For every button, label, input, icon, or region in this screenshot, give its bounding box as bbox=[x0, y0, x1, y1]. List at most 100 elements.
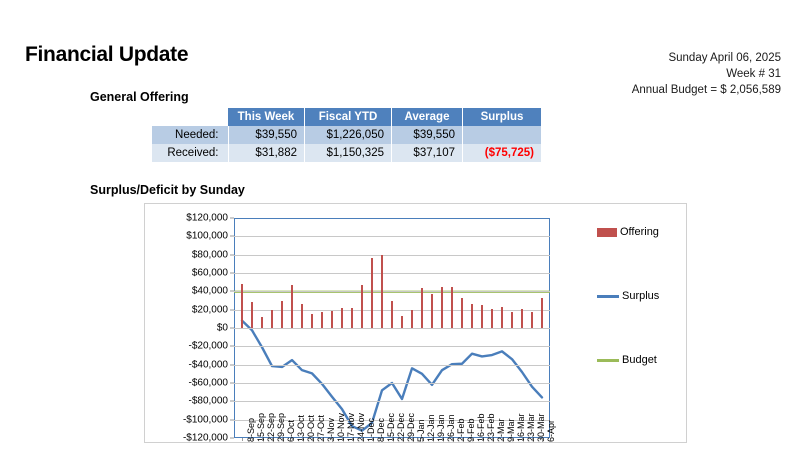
offering-bar bbox=[521, 308, 523, 328]
x-tick-mark bbox=[542, 438, 543, 441]
x-axis-label: 23-Feb bbox=[485, 413, 496, 442]
offering-bar bbox=[311, 313, 313, 328]
table-header-fiscal-ytd: Fiscal YTD bbox=[304, 108, 392, 126]
gridline bbox=[234, 383, 550, 384]
offering-bar bbox=[301, 303, 303, 328]
offering-bar bbox=[291, 284, 293, 328]
x-tick-mark bbox=[382, 438, 383, 441]
offering-bar bbox=[341, 308, 343, 328]
x-axis-label: 29-Sep bbox=[275, 412, 286, 442]
offering-bar bbox=[511, 311, 513, 328]
offering-bar bbox=[451, 286, 453, 328]
y-tick-mark bbox=[230, 364, 234, 366]
x-tick-mark bbox=[272, 438, 273, 441]
y-axis-label: $100,000 bbox=[186, 230, 228, 242]
table-header-surplus: Surplus bbox=[462, 108, 542, 126]
row-label-needed: Needed: bbox=[152, 126, 229, 144]
x-axis-label: 8-Sep bbox=[245, 417, 256, 442]
chart-frame: $120,000 $100,000 $80,000 $60,000 $40,000 $20… bbox=[144, 203, 687, 444]
x-axis-label: 26-Jan bbox=[445, 414, 456, 442]
x-tick-mark bbox=[352, 438, 353, 441]
x-tick-mark bbox=[362, 438, 363, 441]
legend-label: Offering bbox=[620, 226, 659, 238]
gridline bbox=[234, 364, 550, 366]
table-row: Needed: $39,550 $1,226,050 $39,550 bbox=[152, 126, 542, 144]
needed-fiscal-ytd: $1,226,050 bbox=[304, 126, 392, 144]
x-axis-label: 24-Nov bbox=[355, 412, 366, 442]
legend-item-surplus[interactable]: Surplus bbox=[597, 290, 659, 302]
offering-bar bbox=[501, 306, 503, 328]
x-axis-label: 29-Dec bbox=[405, 412, 416, 442]
y-axis-label: $60,000 bbox=[191, 267, 228, 279]
offering-bar bbox=[431, 293, 433, 328]
x-tick-mark bbox=[242, 438, 243, 441]
x-axis-label: 13-Oct bbox=[295, 414, 306, 442]
x-tick-mark bbox=[302, 438, 303, 441]
x-axis-label: 12-Jan bbox=[425, 414, 436, 442]
offering-bar bbox=[251, 302, 253, 328]
x-tick-mark bbox=[452, 438, 453, 441]
gridline bbox=[234, 291, 550, 293]
x-tick-mark bbox=[492, 438, 493, 441]
x-axis-label: 9-Mar bbox=[505, 418, 516, 442]
offering-bar bbox=[491, 309, 493, 328]
plot-wrap: $120,000 $100,000 $80,000 $60,000 $40,000 $20… bbox=[183, 213, 556, 444]
report-date: Sunday April 06, 2025 bbox=[668, 52, 781, 64]
y-tick-mark bbox=[230, 400, 234, 402]
offering-bar bbox=[391, 300, 393, 328]
legend-item-budget[interactable]: Budget bbox=[597, 354, 657, 366]
offering-bar bbox=[261, 317, 263, 328]
legend-swatch-icon bbox=[597, 294, 619, 298]
x-tick-mark bbox=[472, 438, 473, 441]
x-tick-mark bbox=[322, 438, 323, 441]
x-tick-mark bbox=[482, 438, 483, 441]
offering-bar bbox=[461, 297, 463, 328]
offering-bar bbox=[271, 310, 273, 328]
y-tick-mark bbox=[230, 419, 234, 421]
header-meta: Sunday April 06, 2025 Week # 31 Annual B… bbox=[632, 50, 781, 98]
offering-bar bbox=[381, 254, 383, 328]
gridline bbox=[234, 328, 550, 329]
annual-budget: Annual Budget = $ 2,056,589 bbox=[631, 84, 781, 96]
x-axis-label: 30-Mar bbox=[535, 413, 546, 442]
offering-bar bbox=[361, 285, 363, 328]
y-axis-label: $120,000 bbox=[186, 212, 228, 224]
y-axis-label: -$20,000 bbox=[188, 340, 228, 352]
x-tick-mark bbox=[462, 438, 463, 441]
legend-label: Budget bbox=[622, 354, 657, 366]
gridline bbox=[234, 419, 550, 421]
legend-item-offering[interactable]: Offering bbox=[597, 226, 659, 238]
received-average: $37,107 bbox=[391, 144, 463, 162]
x-axis-label: 27-Oct bbox=[315, 414, 326, 442]
y-tick-mark bbox=[230, 272, 234, 274]
table-row: Received: $31,882 $1,150,325 $37,107 ($7… bbox=[152, 144, 542, 162]
x-axis-label: 2-Mar bbox=[495, 418, 506, 442]
y-axis-label: $0 bbox=[216, 322, 228, 334]
x-tick-mark bbox=[342, 438, 343, 441]
needed-surplus bbox=[462, 126, 542, 144]
y-axis-label: $40,000 bbox=[191, 285, 228, 297]
x-tick-mark bbox=[282, 438, 283, 441]
legend-swatch-icon bbox=[597, 227, 617, 237]
x-axis-label: 6-Oct bbox=[285, 419, 296, 442]
general-offering-title: General Offering bbox=[90, 90, 189, 104]
x-axis-label: 9-Feb bbox=[465, 418, 476, 442]
table-header-this-week: This Week bbox=[228, 108, 305, 126]
x-axis-label: 3-Nov bbox=[325, 417, 336, 442]
x-tick-mark bbox=[412, 438, 413, 441]
offering-bar bbox=[481, 304, 483, 328]
y-axis-label: -$60,000 bbox=[188, 377, 228, 389]
row-label-received: Received: bbox=[152, 144, 229, 162]
x-axis-label: 2-Feb bbox=[455, 418, 466, 442]
legend-swatch-icon bbox=[597, 358, 619, 362]
x-axis-label: 15-Sep bbox=[255, 412, 266, 442]
y-tick-mark bbox=[230, 382, 234, 384]
x-tick-mark bbox=[402, 438, 403, 441]
table-header-average: Average bbox=[391, 108, 463, 126]
axis-bottom bbox=[234, 437, 550, 438]
offering-bar bbox=[321, 311, 323, 328]
page-title: Financial Update bbox=[25, 43, 189, 66]
x-axis-label: 15-Dec bbox=[385, 412, 396, 442]
gridline bbox=[234, 401, 550, 403]
received-surplus: ($75,725) bbox=[462, 144, 542, 162]
